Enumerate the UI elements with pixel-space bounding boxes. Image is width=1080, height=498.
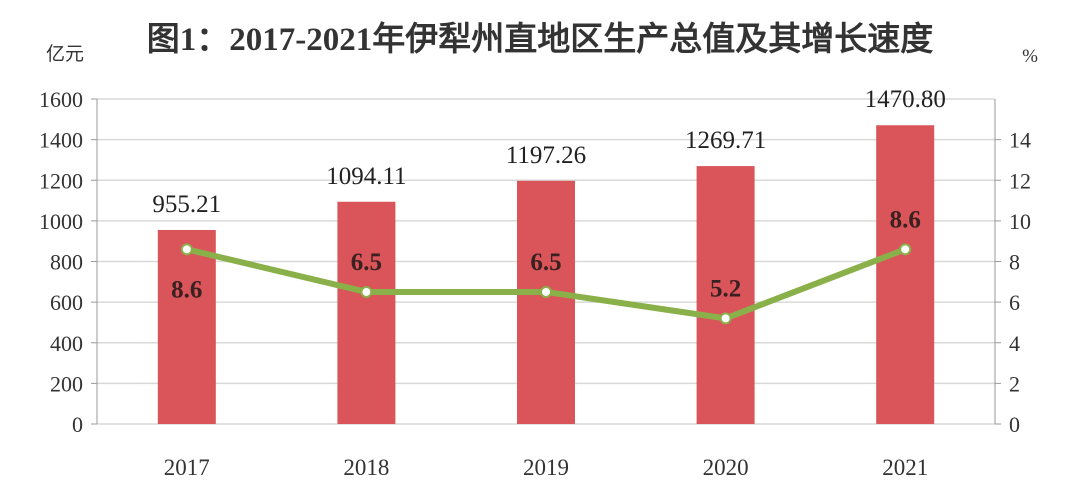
growth-value-label: 8.6	[890, 206, 921, 233]
right-tick-label: 12	[1009, 168, 1031, 193]
x-tick-label: 2021	[882, 455, 928, 480]
bar-value-label: 1269.71	[685, 127, 766, 154]
x-tick-label: 2020	[703, 455, 749, 480]
bar-2021	[876, 125, 935, 425]
left-tick-label: 200	[50, 371, 83, 396]
chart-title: 图1：2017-2021年伊犁州直地区生产总值及其增长速度	[147, 21, 934, 58]
x-tick-label: 2018	[343, 455, 389, 480]
right-tick-label: 0	[1009, 412, 1020, 437]
growth-point	[899, 243, 912, 256]
right-tick-label: 6	[1009, 290, 1020, 315]
growth-value-label: 6.5	[530, 249, 561, 276]
growth-value-label: 6.5	[351, 249, 382, 276]
growth-point	[719, 312, 732, 325]
bar-value-label: 1197.26	[506, 142, 586, 169]
right-tick-label: 8	[1009, 250, 1020, 275]
growth-point	[360, 285, 373, 298]
left-tick-label: 1000	[39, 209, 83, 234]
left-tick-label: 1200	[39, 168, 83, 193]
right-tick-label: 14	[1009, 128, 1031, 153]
bar-2017	[157, 229, 216, 424]
left-tick-label: 400	[50, 331, 83, 356]
left-tick-label: 1400	[39, 128, 83, 153]
bar-value-label: 1470.80	[865, 86, 946, 113]
growth-point	[540, 285, 552, 298]
x-tick-label: 2017	[164, 455, 210, 480]
x-tick-label: 2019	[523, 455, 569, 480]
bar-value-label: 955.21	[152, 191, 221, 218]
left-tick-label: 1600	[39, 87, 83, 112]
bar-2020	[696, 166, 755, 424]
bar-value-label: 1094.11	[326, 163, 406, 190]
left-axis-unit: 亿元	[46, 43, 84, 65]
bar-2018	[337, 201, 396, 424]
growth-value-label: 8.6	[171, 276, 202, 303]
growth-point	[180, 243, 193, 256]
growth-value-label: 5.2	[710, 275, 741, 302]
right-tick-label: 4	[1009, 331, 1020, 356]
right-tick-label: 10	[1009, 209, 1031, 234]
left-tick-label: 800	[50, 250, 83, 275]
right-tick-label: 2	[1009, 371, 1020, 396]
left-tick-label: 0	[72, 412, 83, 437]
right-axis-unit: %	[1022, 46, 1038, 67]
bar-2019	[517, 180, 575, 424]
left-tick-label: 600	[50, 290, 83, 315]
